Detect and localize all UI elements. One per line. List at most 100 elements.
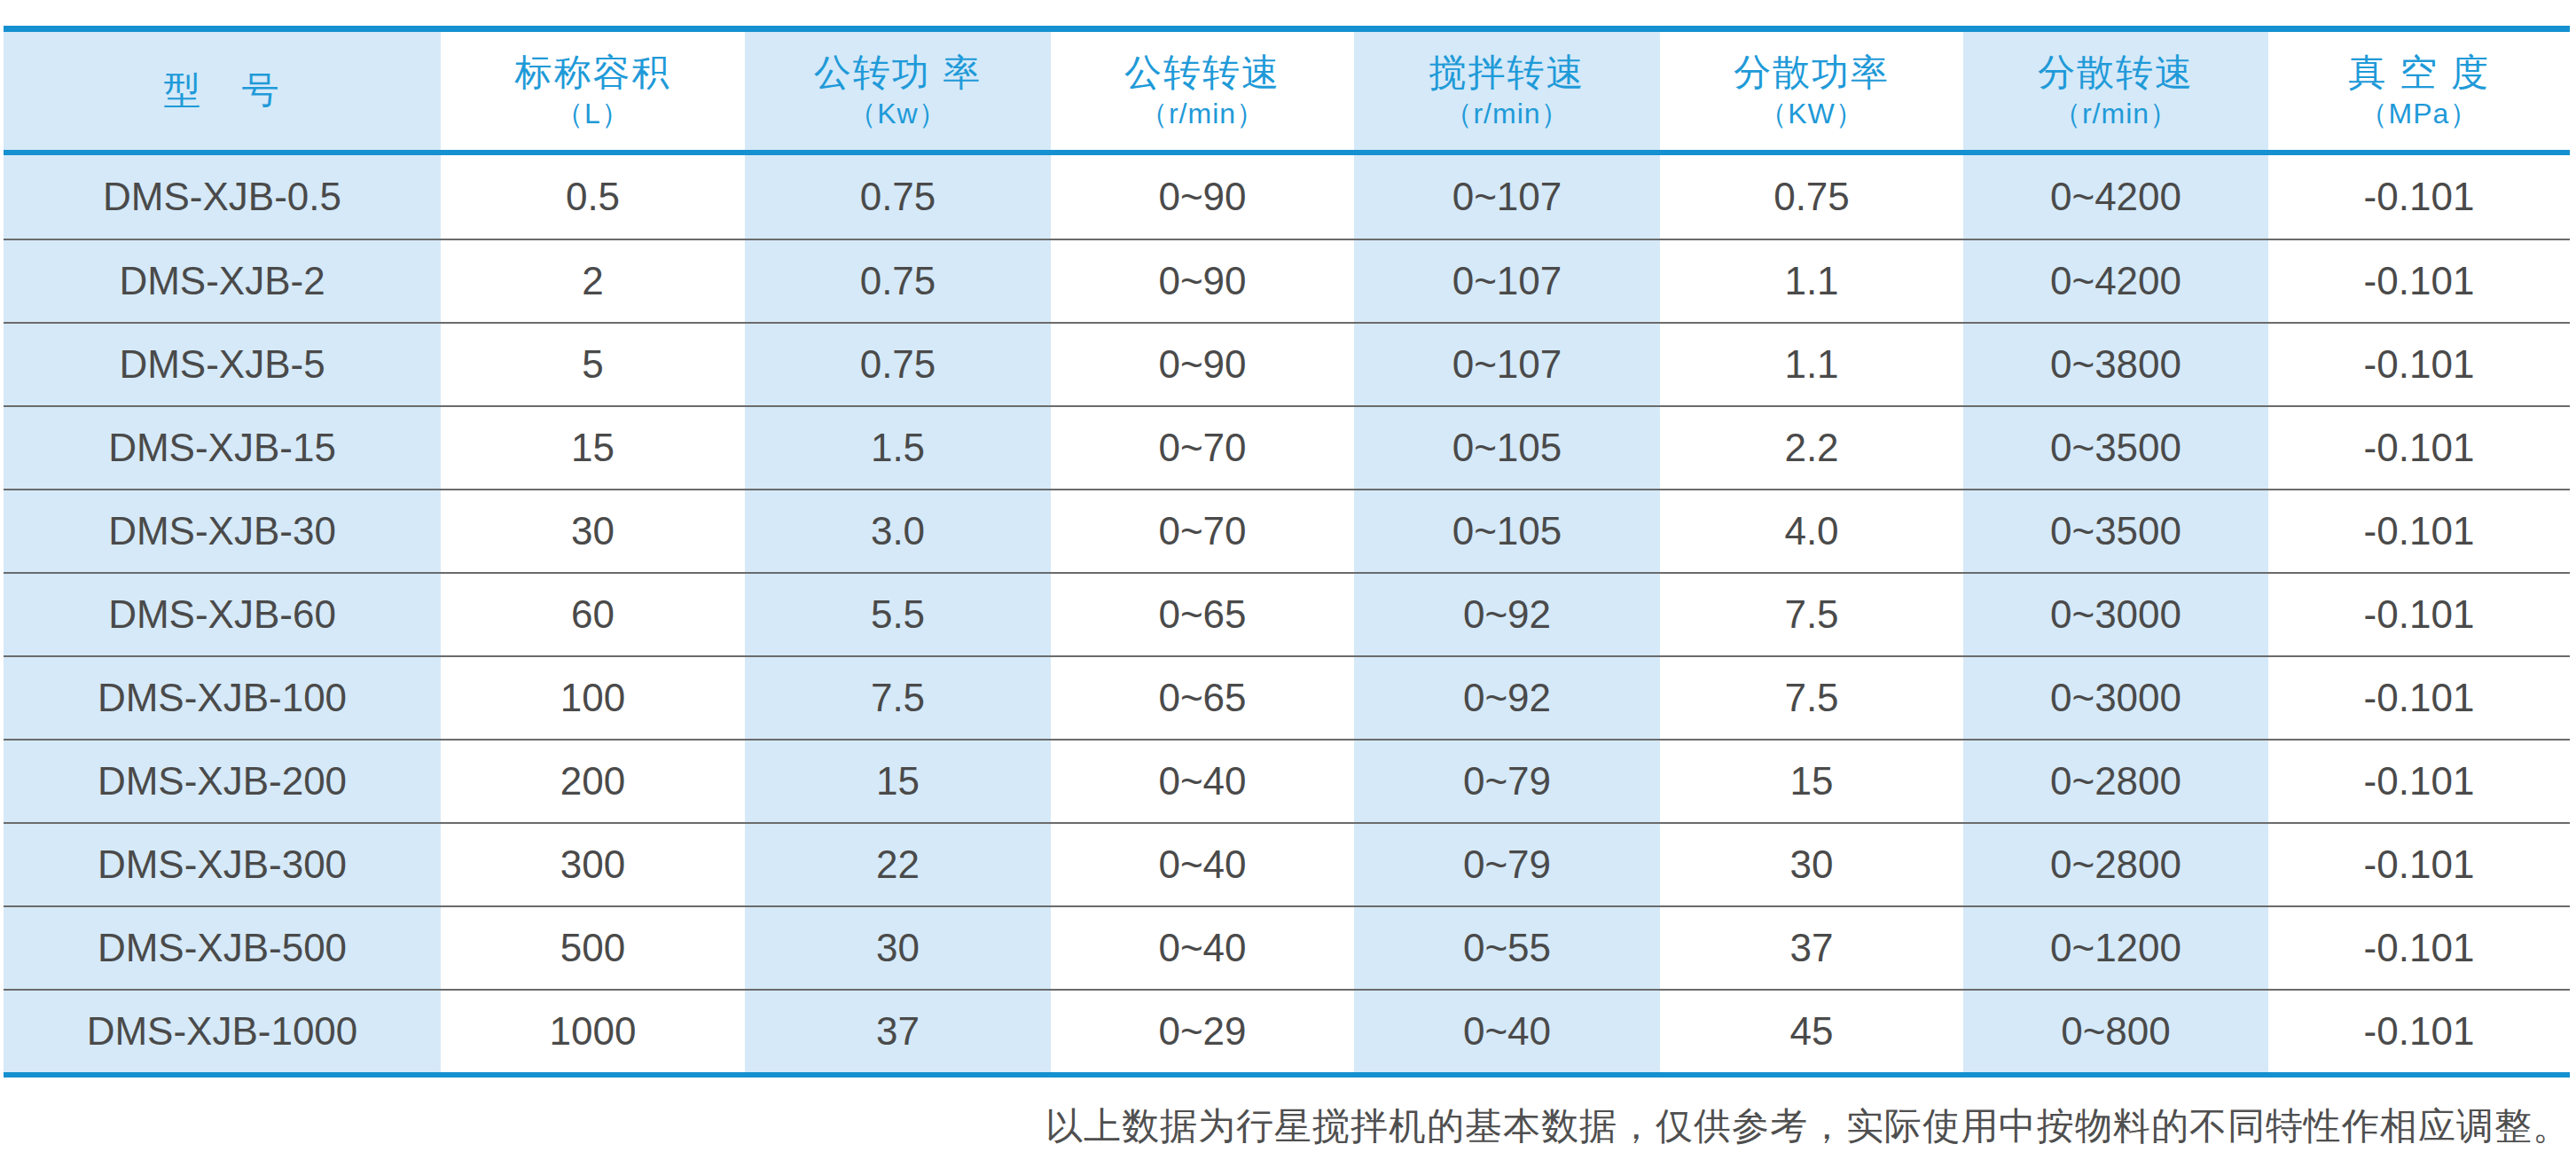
column-header-nominal-volume: 标称容积 （L） [441,32,745,150]
column-header-vacuum-degree: 真 空 度 （MPa） [2268,32,2570,150]
cell-model: DMS-XJB-500 [4,907,441,989]
column-title: 公转转速 [1124,51,1280,94]
cell-value: 1.1 [1660,324,1963,405]
table-row: DMS-XJB-15151.50~700~1052.20~3500-0.101 [4,405,2570,489]
cell-value: -0.101 [2268,991,2570,1072]
cell-value: -0.101 [2268,155,2570,239]
cell-value: 45 [1660,991,1963,1072]
cell-value: 0~2800 [1963,741,2268,822]
column-header-stirring-speed: 搅拌转速（r/min） [1354,32,1660,150]
cell-value: 0~90 [1051,155,1354,239]
cell-value: 4.0 [1660,490,1963,572]
table-row: DMS-XJB-1001007.50~650~927.50~3000-0.101 [4,655,2570,739]
cell-value: -0.101 [2268,907,2570,989]
cell-value: 1.1 [1660,240,1963,322]
cell-value: 200 [441,741,745,822]
footnote: 以上数据为行星搅拌机的基本数据，仅供参考，实际使用中按物料的不同特性作相应调整。 [1045,1101,2571,1151]
cell-value: 0~2800 [1963,824,2268,905]
cell-value: 0~40 [1354,991,1660,1072]
cell-value: 0~65 [1051,657,1354,739]
cell-value: 0~70 [1051,490,1354,572]
cell-value: 0~55 [1354,907,1660,989]
column-title: 分散转速 [2038,51,2194,94]
cell-value: 0~90 [1051,240,1354,322]
cell-value: -0.101 [2268,657,2570,739]
cell-value: 30 [745,907,1051,989]
table-row: DMS-XJB-30303.00~700~1054.00~3500-0.101 [4,489,2570,572]
cell-value: 22 [745,824,1051,905]
cell-value: 7.5 [745,657,1051,739]
cell-value: 0~79 [1354,741,1660,822]
cell-value: 0~4200 [1963,240,2268,322]
table-row: DMS-XJB-0.50.50.750~900~1070.750~4200-0.… [4,155,2570,239]
cell-value: 500 [441,907,745,989]
cell-value: -0.101 [2268,574,2570,655]
table-row: DMS-XJB-200200150~400~79150~2800-0.101 [4,739,2570,822]
cell-value: 2 [441,240,745,322]
cell-model: DMS-XJB-300 [4,824,441,905]
cell-model: DMS-XJB-1000 [4,991,441,1072]
cell-value: 0~90 [1051,324,1354,405]
column-unit: （KW） [1758,98,1865,130]
cell-value: 0~4200 [1963,155,2268,239]
cell-value: 0~3500 [1963,407,2268,489]
cell-value: 5.5 [745,574,1051,655]
column-unit: （r/min） [1139,98,1265,130]
cell-value: 0~3000 [1963,657,2268,739]
column-title: 分散功率 [1734,51,1890,94]
table-row: DMS-XJB-550.750~900~1071.10~3800-0.101 [4,322,2570,405]
cell-value: 3.0 [745,490,1051,572]
column-header-revolution-power: 公转功 率（Kw） [745,32,1051,150]
cell-value: -0.101 [2268,741,2570,822]
cell-value: 0~107 [1354,240,1660,322]
column-unit: （L） [555,98,630,130]
cell-value: 30 [441,490,745,572]
cell-value: 5 [441,324,745,405]
cell-model: DMS-XJB-100 [4,657,441,739]
table-header-row: 型 号标称容积（L）公转功 率（Kw）公转转速（r/min）搅拌转速（r/min… [4,32,2570,155]
table-row: DMS-XJB-300300220~400~79300~2800-0.101 [4,822,2570,905]
cell-model: DMS-XJB-5 [4,324,441,405]
cell-value: 0~40 [1051,824,1354,905]
cell-value: 0~79 [1354,824,1660,905]
cell-value: 0~92 [1354,657,1660,739]
cell-value: 0~40 [1051,741,1354,822]
cell-value: 0~3000 [1963,574,2268,655]
cell-value: 2.2 [1660,407,1963,489]
cell-value: 300 [441,824,745,905]
cell-value: 0.75 [745,240,1051,322]
cell-value: 0~3800 [1963,324,2268,405]
cell-value: 15 [1660,741,1963,822]
cell-value: -0.101 [2268,240,2570,322]
column-title: 搅拌转速 [1429,51,1586,94]
cell-model: DMS-XJB-0.5 [4,155,441,239]
cell-value: 1000 [441,991,745,1072]
column-unit: （MPa） [2360,98,2479,130]
cell-value: -0.101 [2268,324,2570,405]
cell-value: 0~107 [1354,324,1660,405]
column-title: 真 空 度 [2348,51,2489,94]
cell-value: 1.5 [745,407,1051,489]
spec-table: 型 号标称容积（L）公转功 率（Kw）公转转速（r/min）搅拌转速（r/min… [4,26,2570,1078]
page: 型 号标称容积（L）公转功 率（Kw）公转转速（r/min）搅拌转速（r/min… [0,0,2576,1152]
cell-value: 0~29 [1051,991,1354,1072]
cell-value: 7.5 [1660,657,1963,739]
cell-value: 0~70 [1051,407,1354,489]
column-title: 标称容积 [515,51,671,94]
cell-value: 0~65 [1051,574,1354,655]
cell-value: 15 [441,407,745,489]
table-row: DMS-XJB-10001000370~290~40450~800-0.101 [4,989,2570,1072]
table-row: DMS-XJB-500500300~400~55370~1200-0.101 [4,905,2570,989]
table-row: DMS-XJB-60605.50~650~927.50~3000-0.101 [4,572,2570,655]
cell-value: 0.75 [1660,155,1963,239]
cell-value: 0.5 [441,155,745,239]
table-row: DMS-XJB-220.750~900~1071.10~4200-0.101 [4,239,2570,322]
cell-value: -0.101 [2268,407,2570,489]
cell-value: 0~92 [1354,574,1660,655]
cell-value: 0~800 [1963,991,2268,1072]
column-title: 公转功 率 [814,51,983,94]
cell-value: 15 [745,741,1051,822]
cell-value: 60 [441,574,745,655]
cell-value: -0.101 [2268,490,2570,572]
column-header-revolution-speed: 公转转速 （r/min） [1051,32,1354,150]
